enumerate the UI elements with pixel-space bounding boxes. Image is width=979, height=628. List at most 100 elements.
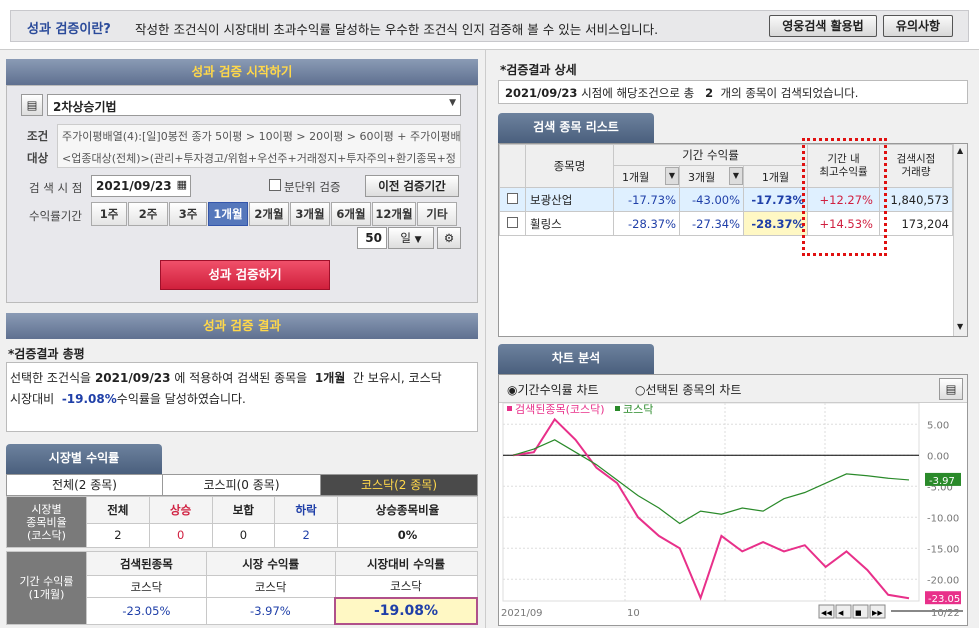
period-button[interactable]: 기타 <box>417 202 457 226</box>
notice-button[interactable]: 유의사항 <box>883 15 953 37</box>
condition-select[interactable]: 2차상승기법 ▼ <box>47 94 461 116</box>
stock-r1b: -28.37% <box>743 211 808 236</box>
date-value: 2021/09/23 <box>96 179 172 193</box>
condition-box: 주가이평배열(4):[일]0봉전 종가 5이평 > 10이평 > 20이평 > … <box>57 124 461 168</box>
row-checkbox[interactable] <box>507 192 518 204</box>
chart-panel: ◉기간수익률 차트 ○선택된 종목의 차트 ▤ 5.00 0.00 -5.00 -10… <box>498 374 968 626</box>
result-title: 성과 검증 결과 <box>6 313 478 339</box>
val-searched: -23.05% <box>86 597 207 625</box>
summary-box: 선택한 조건식을 2021/09/23 에 적용하여 검색된 종목을 1개월 간… <box>6 362 478 432</box>
end-label-kosdaq: -3.97 <box>929 476 955 487</box>
subtab-kosdaq[interactable]: 코스닥(2 종목) <box>321 475 477 495</box>
period-button[interactable]: 3개월 <box>290 202 330 226</box>
col-all: 전체 <box>86 496 150 524</box>
top-bar: 성과 검증이란? 작성한 조건식이 시장대비 초과수익률 달성하는 우수한 조건… <box>0 0 979 50</box>
playback-icon: ▶▶ <box>872 609 883 617</box>
period-button[interactable]: 2주 <box>128 202 168 226</box>
playback-button <box>869 604 886 619</box>
divider <box>485 50 486 628</box>
period-button[interactable]: 1개월 <box>208 202 248 226</box>
stock-r1: -28.37% <box>613 211 680 236</box>
col-market: 시장 수익률 <box>205 550 336 577</box>
radio-selected[interactable]: ○선택된 종목의 차트 <box>635 383 742 397</box>
condition-list-icon[interactable]: ▤ <box>21 94 43 116</box>
row-checkbox[interactable] <box>507 216 518 228</box>
playback-button <box>852 604 869 619</box>
chart-tab[interactable]: 차트 분석 <box>498 344 654 374</box>
highlight-box <box>802 138 887 256</box>
series-kosdaq-line <box>512 439 910 525</box>
cond-label: 조건 <box>27 129 49 143</box>
chevron-down-icon[interactable]: ▼ <box>665 167 679 185</box>
date-label: 검 색 시 점 <box>29 181 83 195</box>
count-unit-select[interactable]: 일 ▼ <box>388 227 434 249</box>
sub-1m-b: 1개월 <box>743 165 808 188</box>
market-tab[interactable]: 시장별 수익률 <box>6 444 162 474</box>
stocklist-tab[interactable]: 검색 종목 리스트 <box>498 113 654 143</box>
stock-r1: -17.73% <box>613 187 680 212</box>
top-question: 성과 검증이란? <box>27 22 111 37</box>
period-button[interactable]: 6개월 <box>331 202 371 226</box>
subtab-kospi[interactable]: 코스피(0 종목) <box>163 475 321 495</box>
period-return-table: 기간 수익률 (1개월) 검색된종목 시장 수익률 시장대비 수익률 코스닥 코… <box>6 550 478 626</box>
val-all: 2 <box>86 522 150 549</box>
stocklist-table: 종목명 기간 수익률 기간 내 최고수익률 검색시점 거래량 1개월 ▼ 3개월 ▼… <box>499 144 953 236</box>
col-flat: 보합 <box>211 496 276 524</box>
legend-kosdaq: 코스닥 <box>623 403 653 416</box>
col-max-ret: 기간 내 최고수익률 <box>807 144 880 188</box>
col-period-ret: 기간 수익률 <box>613 144 808 166</box>
period-button[interactable]: 2개월 <box>249 202 289 226</box>
condition-name: 2차상승기법 <box>53 100 117 114</box>
scrollbar[interactable]: ▲ ▼ <box>953 144 967 336</box>
sub-1m[interactable]: 1개월 ▼ <box>613 165 680 188</box>
count-input[interactable]: 50 <box>357 227 387 249</box>
minute-checkbox[interactable] <box>269 179 281 191</box>
date-input[interactable]: 2021/09/23 ▦ <box>91 175 191 197</box>
stock-r3: -43.00% <box>679 187 744 212</box>
period-head: 기간 수익률 (1개월) <box>6 551 87 625</box>
calendar-icon[interactable]: ▦ <box>176 178 187 191</box>
summary-line1: 선택한 조건식을 2021/09/23 에 적용하여 검색된 종목을 1개월 간… <box>10 371 442 385</box>
chart-menu-icon[interactable]: ▤ <box>939 378 963 400</box>
legend-swatch <box>507 406 512 411</box>
period-button[interactable]: 12개월 <box>372 202 416 226</box>
x-tick-label: 10 <box>627 608 640 619</box>
val-up: 0 <box>148 522 213 549</box>
table-row[interactable]: 휠링스 -28.37% -27.34% -28.37% +14.53% 173,… <box>499 211 953 236</box>
legend-swatch <box>615 406 620 411</box>
minute-label: 분단위 검증 <box>284 180 341 194</box>
top-info: 성과 검증이란? 작성한 조건식이 시장대비 초과수익률 달성하는 우수한 조건… <box>10 10 969 42</box>
y-tick-label: -5.00 <box>927 482 953 493</box>
usage-button[interactable]: 영웅검색 활용법 <box>769 15 877 37</box>
chevron-down-icon[interactable]: ▼ <box>729 167 743 185</box>
prev-period-button[interactable]: 이전 검증기간 <box>365 175 459 197</box>
sub-3m[interactable]: 3개월 ▼ <box>679 165 744 188</box>
radio-period[interactable]: ◉기간수익률 차트 <box>507 383 599 397</box>
scroll-down-icon[interactable]: ▼ <box>957 322 964 331</box>
run-verify-button[interactable]: 성과 검증하기 <box>160 260 330 290</box>
sub-searched: 코스닥 <box>86 575 207 599</box>
gear-icon[interactable]: ⚙ <box>437 227 461 249</box>
summary-title: *검증결과 총평 <box>8 347 85 361</box>
playback-icon: ◀◀ <box>821 609 832 617</box>
stock-name: 보광산업 <box>525 187 614 212</box>
x-tick-label: 2021/09 <box>501 608 543 619</box>
playback-button <box>835 604 852 619</box>
period-button[interactable]: 1주 <box>91 202 127 226</box>
period-label: 수익률기간 <box>29 209 82 223</box>
stock-vol: 173,204 <box>879 211 953 236</box>
chevron-down-icon: ▼ <box>414 235 422 245</box>
subtab-all[interactable]: 전체(2 종목) <box>7 475 163 495</box>
period-button[interactable]: 3주 <box>169 202 207 226</box>
y-tick-label: -20.00 <box>927 575 959 586</box>
scroll-up-icon[interactable]: ▲ <box>957 146 964 155</box>
market-ratio-table: 시장별 종목비율 (코스닥) 전체 상승 보합 하락 상승종목비율 2 0 0 … <box>6 496 478 549</box>
stock-name: 휠링스 <box>525 211 614 236</box>
stocklist-panel: 종목명 기간 수익률 기간 내 최고수익률 검색시점 거래량 1개월 ▼ 3개월 ▼… <box>498 138 968 337</box>
col-volume: 검색시점 거래량 <box>879 144 953 188</box>
chevron-down-icon: ▼ <box>449 98 456 108</box>
y-tick-label: 5.00 <box>927 420 949 431</box>
y-tick-label: 0.00 <box>927 451 949 462</box>
x-tick-label: 10/22 <box>931 608 960 619</box>
playback-icon: ◀ <box>838 609 844 617</box>
